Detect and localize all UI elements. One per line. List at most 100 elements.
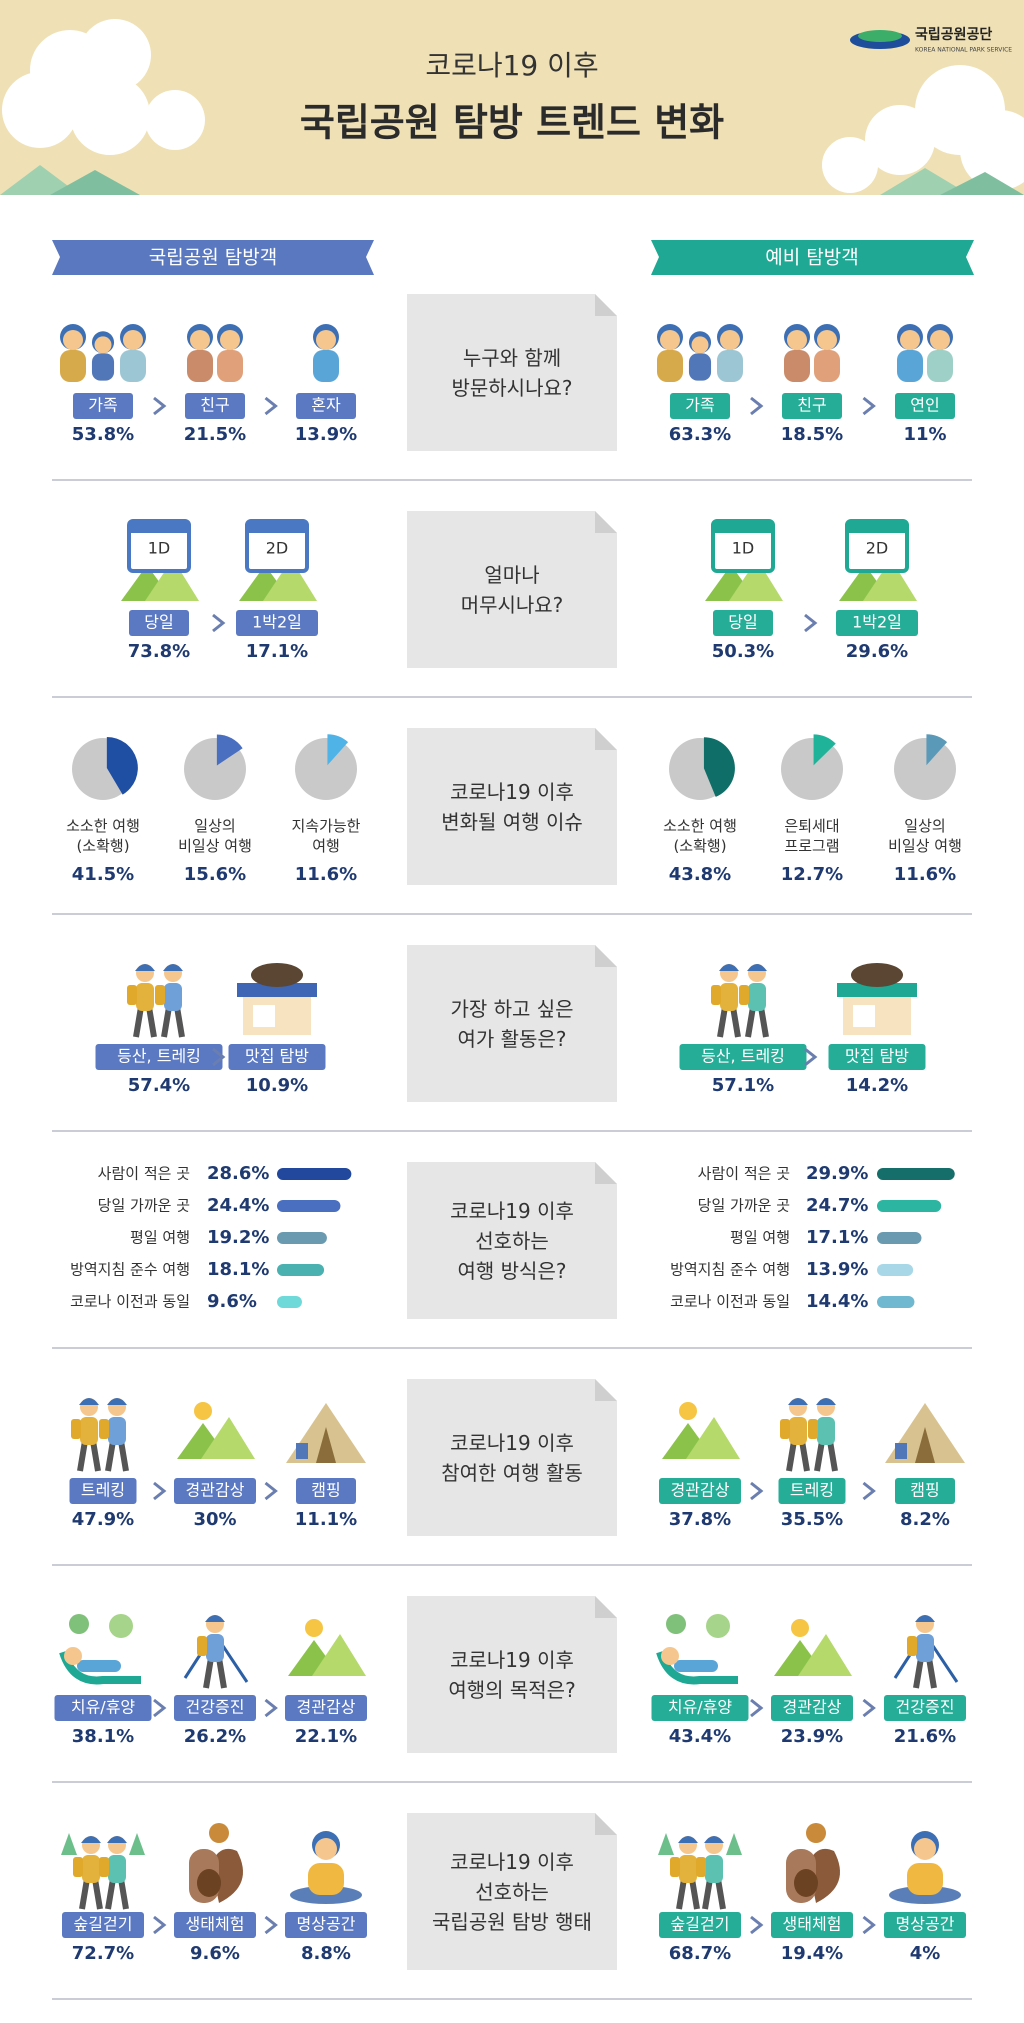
bar-label: 당일 가까운 곳 <box>98 1197 190 1215</box>
item-label: 명상공간 <box>896 1915 955 1934</box>
icon-acorn <box>806 1823 826 1843</box>
item-label: 등산, 트레킹 <box>117 1047 201 1066</box>
item-pill <box>651 1695 749 1721</box>
icon-body <box>108 1855 126 1883</box>
icon <box>658 1833 742 1910</box>
icon-pack <box>99 1419 109 1439</box>
item-pill <box>771 1912 853 1938</box>
icon-body <box>308 1863 344 1895</box>
icon-tree <box>109 1614 133 1638</box>
icon-face <box>787 330 807 350</box>
item-value-label: 57.1% <box>712 1075 774 1096</box>
item-value-label: 11.6% <box>295 864 357 885</box>
logo-sub: KOREA NATIONAL PARK SERVICE <box>915 47 1012 54</box>
icon-leg <box>702 1878 713 1910</box>
item-value-label: 8.8% <box>301 1943 351 1964</box>
icon-awning <box>237 983 317 997</box>
bar-label: 평일 여행 <box>730 1229 790 1247</box>
icon-tree <box>726 1833 742 1855</box>
icon <box>286 1403 366 1463</box>
icon <box>897 324 953 382</box>
icon-leg <box>174 1006 185 1038</box>
item-pill <box>895 1478 955 1504</box>
icon-chair <box>296 1443 308 1459</box>
item-value-label: 17.1% <box>246 641 308 662</box>
item-pill <box>713 610 773 636</box>
icon-leg <box>133 1006 144 1038</box>
icon-face <box>914 1838 936 1860</box>
chevron <box>264 1481 278 1501</box>
icon-body <box>187 350 213 382</box>
icon-leg <box>77 1440 88 1472</box>
item-label: 트레킹 <box>81 1481 125 1500</box>
item-value-label: 29.6% <box>846 641 908 662</box>
icon-tree <box>61 1833 77 1855</box>
icon-leg <box>715 1878 726 1910</box>
icon-face <box>660 330 680 350</box>
item-value-label: 19.4% <box>781 1943 843 1964</box>
icon-pack <box>73 1857 83 1877</box>
icon-acorn <box>209 1823 229 1843</box>
item-value-label: 21.5% <box>184 424 246 445</box>
item-label: 건강증진 <box>186 1698 245 1717</box>
item-label: 캠핑 <box>311 1481 340 1500</box>
bar-label: 코로나 이전과 동일 <box>670 1293 790 1311</box>
item-label: 캠핑 <box>910 1481 939 1500</box>
question: 코로나19 이후 참여한 여행 활동 <box>441 1431 583 1485</box>
icon-cap <box>816 1398 836 1405</box>
item-label: 친구 <box>797 396 826 415</box>
item-label: 소소한 여행 (소확행) <box>66 817 140 855</box>
icon-pack <box>71 1419 81 1439</box>
question: 코로나19 이후 변화될 여행 이슈 <box>441 780 583 834</box>
icon <box>313 324 339 382</box>
item-value-label: 15.6% <box>184 864 246 885</box>
question-box <box>407 1596 617 1753</box>
item-label: 경관감상 <box>297 1698 356 1717</box>
icon <box>183 1615 249 1689</box>
box-fold-shade <box>595 1596 617 1618</box>
item-label: 숲길걷기 <box>74 1915 133 1934</box>
icon-calendar-top <box>713 521 773 533</box>
icon-body <box>80 1417 98 1445</box>
bar-label: 사람이 적은 곳 <box>698 1165 790 1183</box>
item-value-label: 13.9% <box>295 424 357 445</box>
item-pill <box>174 1912 256 1938</box>
item-pill <box>174 1478 256 1504</box>
icon-leg <box>786 1440 797 1472</box>
chevron <box>264 396 278 416</box>
box-fold-shade <box>595 1379 617 1401</box>
icon-body <box>82 1855 100 1883</box>
icon-tree <box>69 1614 89 1634</box>
bar <box>277 1232 327 1244</box>
item-pill <box>236 610 318 636</box>
item-label: 일상의 비일상 여행 <box>178 817 252 855</box>
item-value-label: 63.3% <box>669 424 731 445</box>
icon-leg <box>216 1657 227 1689</box>
icon-body <box>206 1634 224 1662</box>
icon-face <box>930 330 950 350</box>
pie-base <box>894 738 956 800</box>
item-value-label: 14.2% <box>846 1075 908 1096</box>
item-pill <box>884 1912 966 1938</box>
icon-tree <box>129 1833 145 1855</box>
item-pill <box>69 1478 137 1504</box>
item-label: 가족 <box>685 396 714 415</box>
icon-leg <box>799 1440 810 1472</box>
item-value-label: 26.2% <box>184 1726 246 1747</box>
icon-cap <box>788 1398 808 1405</box>
pie-slice <box>703 737 735 797</box>
box-fold-shade <box>595 945 617 967</box>
icon-cap <box>107 1398 127 1405</box>
icon-body <box>717 350 743 382</box>
left-banner <box>52 240 374 275</box>
bar <box>877 1168 955 1180</box>
icon-leg <box>161 1006 172 1038</box>
chevron <box>264 1698 278 1718</box>
item-label: 경관감상 <box>783 1698 842 1717</box>
chevron <box>212 613 226 633</box>
logo-mark <box>850 30 910 49</box>
icon-body <box>313 350 339 382</box>
item-label: 소소한 여행 (소확행) <box>663 817 737 855</box>
icon-cap <box>135 964 155 971</box>
bar <box>277 1264 325 1276</box>
